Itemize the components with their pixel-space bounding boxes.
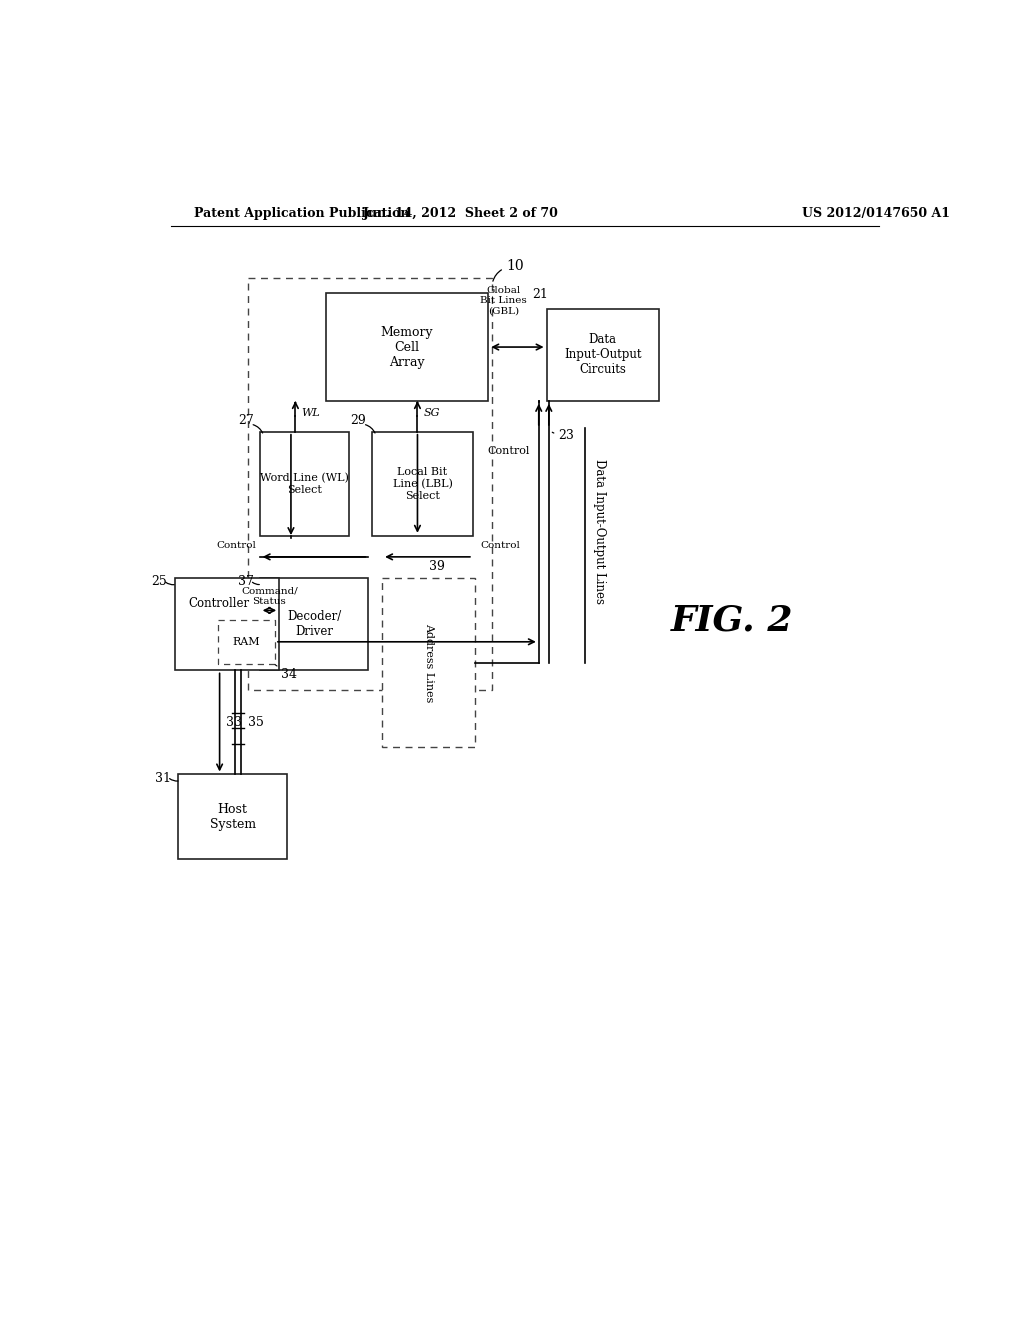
Text: 25: 25 bbox=[152, 576, 167, 589]
Text: 27: 27 bbox=[238, 413, 254, 426]
Text: 33: 33 bbox=[226, 715, 242, 729]
Text: Memory
Cell
Array: Memory Cell Array bbox=[381, 326, 433, 368]
Text: Global
Bit Lines
(GBL): Global Bit Lines (GBL) bbox=[480, 286, 527, 315]
Text: Decoder/
Driver: Decoder/ Driver bbox=[287, 610, 341, 639]
Text: 21: 21 bbox=[532, 288, 549, 301]
Text: 31: 31 bbox=[155, 772, 171, 785]
Bar bbox=[260, 578, 369, 671]
Text: RAM: RAM bbox=[232, 636, 260, 647]
Bar bbox=[326, 293, 488, 401]
Text: Jun. 14, 2012  Sheet 2 of 70: Jun. 14, 2012 Sheet 2 of 70 bbox=[364, 207, 559, 220]
Bar bbox=[547, 309, 658, 401]
Bar bbox=[218, 619, 274, 664]
Text: WL: WL bbox=[302, 408, 321, 417]
Text: 35: 35 bbox=[248, 715, 263, 729]
Bar bbox=[174, 578, 280, 671]
Text: Control: Control bbox=[487, 446, 529, 455]
Bar bbox=[260, 432, 349, 536]
Text: 29: 29 bbox=[350, 413, 366, 426]
Bar bbox=[178, 775, 287, 859]
Text: 39: 39 bbox=[428, 560, 444, 573]
Bar bbox=[382, 578, 475, 747]
Text: Control: Control bbox=[480, 541, 520, 550]
Text: Data Input-Output Lines: Data Input-Output Lines bbox=[593, 459, 606, 605]
Text: Local Bit
Line (LBL)
Select: Local Bit Line (LBL) Select bbox=[392, 467, 453, 500]
Text: Address Lines: Address Lines bbox=[424, 623, 434, 702]
Text: 34: 34 bbox=[282, 668, 297, 681]
Text: Word Line (WL)
Select: Word Line (WL) Select bbox=[260, 473, 349, 495]
Text: Command/
Status: Command/ Status bbox=[241, 587, 298, 606]
Text: Patent Application Publication: Patent Application Publication bbox=[194, 207, 410, 220]
Text: Host
System: Host System bbox=[210, 803, 256, 830]
Text: Controller: Controller bbox=[187, 598, 249, 610]
Text: Control: Control bbox=[216, 541, 256, 550]
Text: FIG. 2: FIG. 2 bbox=[672, 603, 794, 638]
Text: SG: SG bbox=[424, 408, 440, 417]
Bar bbox=[372, 432, 473, 536]
Text: 23: 23 bbox=[558, 429, 574, 442]
Text: US 2012/0147650 A1: US 2012/0147650 A1 bbox=[802, 207, 950, 220]
Text: 10: 10 bbox=[506, 259, 524, 273]
Text: Data
Input-Output
Circuits: Data Input-Output Circuits bbox=[564, 333, 641, 376]
Bar bbox=[248, 277, 493, 689]
Text: 37: 37 bbox=[238, 576, 254, 589]
